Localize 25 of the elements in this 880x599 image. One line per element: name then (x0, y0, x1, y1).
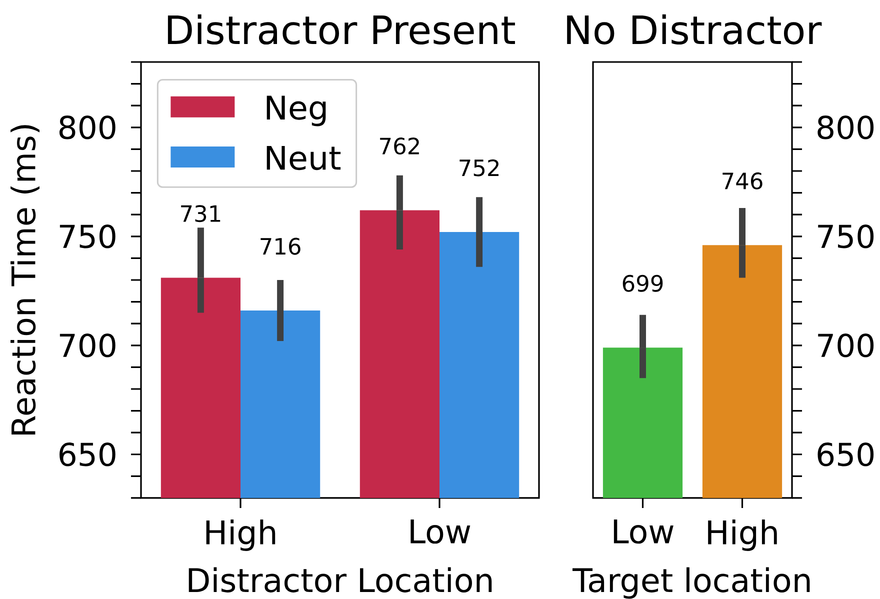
y2-tick-label: 700 (818, 333, 874, 358)
x-tick-label: High (708, 520, 777, 551)
legend-label: Neut (266, 146, 341, 170)
y-axis-title: Reaction Time (ms) (10, 125, 40, 434)
x-tick-label: High (206, 520, 276, 551)
legend-label: Neg (266, 96, 326, 126)
x-tick-label: Low (614, 520, 674, 544)
data-label: 731 (181, 205, 220, 222)
data-label: 762 (380, 138, 419, 155)
data-label: 752 (460, 159, 499, 176)
y2-tick-label: 750 (818, 224, 874, 248)
y2-tick-label: 800 (818, 115, 874, 140)
chart-title: Distractor Present (168, 14, 515, 45)
x-tick-label: Low (410, 520, 470, 544)
data-label: 699 (622, 274, 663, 292)
y-tick-label: 750 (60, 224, 116, 248)
y2-tick-label: 650 (818, 442, 874, 466)
x-axis-title: Target location (572, 567, 810, 599)
data-label: 746 (722, 172, 762, 190)
x-axis-title: Distractor Location (188, 567, 492, 592)
chart-title: No Distractor (567, 14, 822, 45)
y-tick-label: 650 (60, 442, 116, 466)
y-tick-label: 800 (59, 115, 116, 140)
y-tick-label: 700 (60, 333, 116, 358)
data-label: 716 (260, 238, 300, 255)
